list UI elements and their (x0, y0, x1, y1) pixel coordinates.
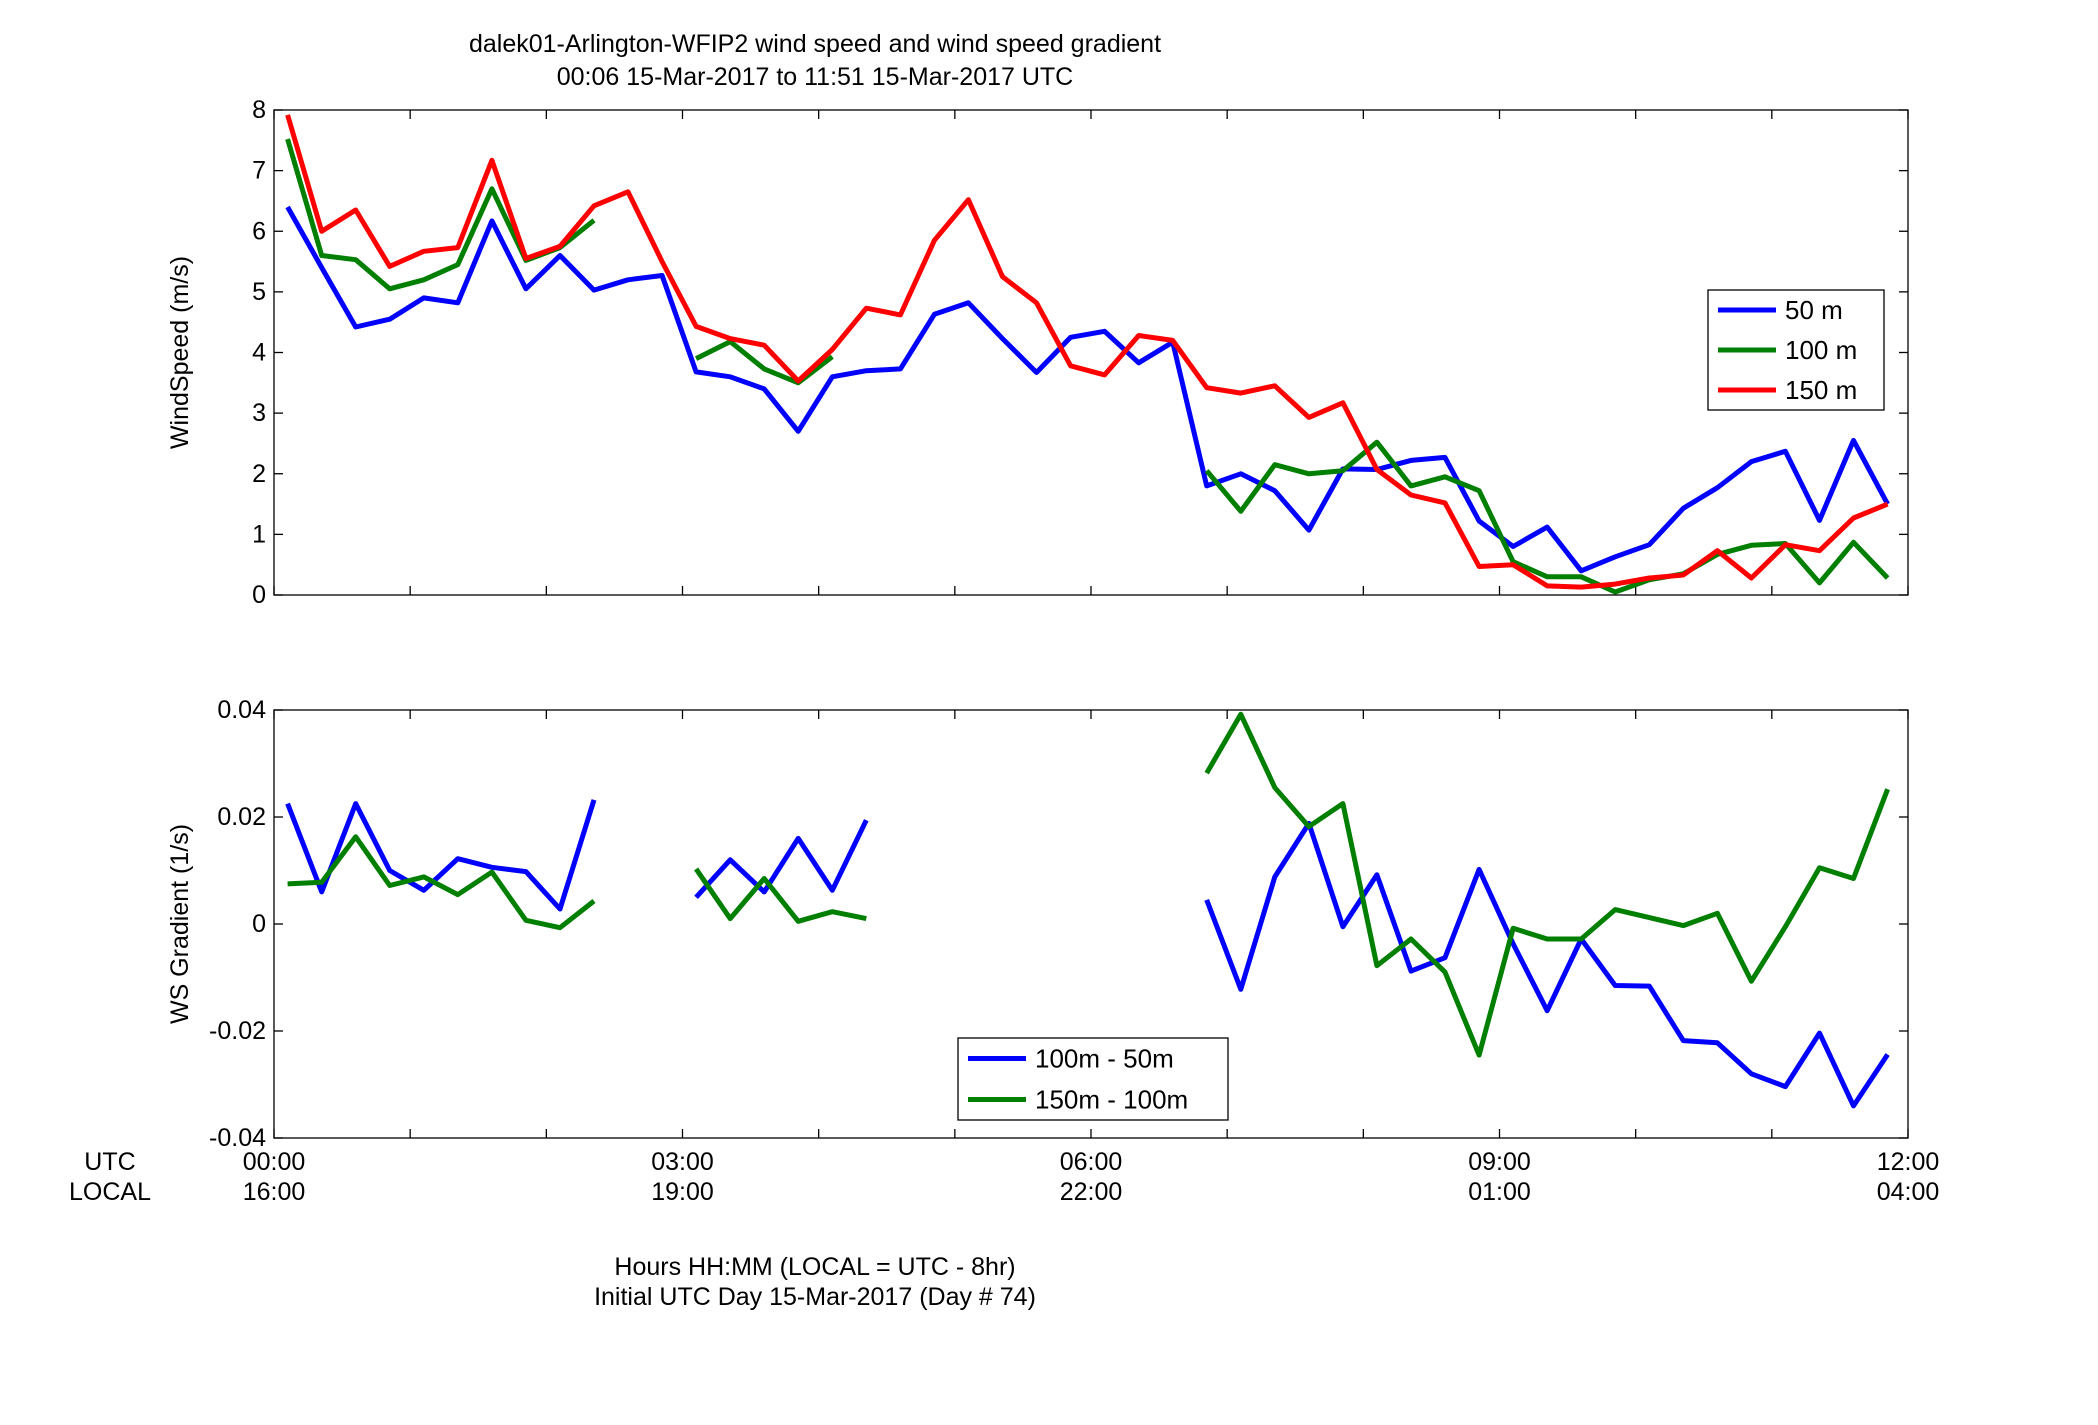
utc-row-label: UTC (84, 1148, 135, 1176)
series-line-150m-100m (287, 834, 596, 931)
legend-entry: 100m - 50m (1035, 1044, 1174, 1074)
series-line-100-m (694, 339, 834, 386)
series-line-100m-50m (285, 799, 597, 912)
legend-entry: 150m - 100m (1035, 1085, 1188, 1115)
legend-entry: 50 m (1785, 295, 1843, 325)
x-axis-label: Hours HH:MM (LOCAL = UTC - 8hr) (614, 1253, 1015, 1281)
series-line-100m-50m (1204, 820, 1890, 1109)
chart-title: dalek01-Arlington-WFIP2 wind speed and w… (469, 30, 1161, 58)
gradient-plot: -0.04 -0.02 0 0.02 0.04 WS Gradient (1/s) 100m… (166, 696, 1909, 1152)
series-line-50-m (285, 205, 1890, 574)
y-tick-label: 0 (252, 910, 266, 938)
legend-entry: 100 m (1785, 335, 1857, 365)
y-tick-label: 0.02 (217, 803, 266, 831)
y-tick-label: 6 (252, 217, 266, 245)
y-tick-label: 2 (252, 460, 266, 488)
windspeed-plot: 0 1 2 3 4 5 6 7 8 WindSpeed (m/s) 50 m 100 m 150 m (166, 96, 1909, 609)
chart-subtitle: 00:06 15-Mar-2017 to 11:51 15-Mar-2017 U… (557, 63, 1073, 91)
y-axis-label: WS Gradient (1/s) (166, 824, 194, 1024)
y-tick-label: 8 (252, 96, 266, 124)
series-line-150m-100m (1204, 711, 1890, 1058)
legend-box (957, 1037, 1229, 1121)
y-tick-label: 1 (252, 520, 266, 548)
y-tick-label: 4 (252, 339, 266, 367)
x-tick-label-utc: 12:00 (1877, 1148, 1940, 1176)
legend-entry: 150 m (1785, 375, 1857, 405)
y-tick-label: -0.02 (209, 1017, 266, 1045)
x-tick-label-local: 19:00 (651, 1178, 714, 1206)
y-axis-label: WindSpeed (m/s) (166, 256, 194, 449)
y-tick-label: 0 (252, 581, 266, 609)
legend: 50 m 100 m 150 m (1707, 289, 1885, 411)
x-axis-sublabel: Initial UTC Day 15-Mar-2017 (Day # 74) (594, 1283, 1036, 1311)
legend: 100m - 50m 150m - 100m (957, 1037, 1229, 1121)
series-line-100m-50m (694, 819, 869, 899)
x-tick-label-utc: 09:00 (1468, 1148, 1531, 1176)
x-tick-label-local: 04:00 (1877, 1178, 1940, 1206)
y-tick-label: 5 (252, 278, 266, 306)
x-tick-label-local: 16:00 (243, 1178, 306, 1206)
y-tick-label: 0.04 (217, 696, 266, 724)
series-line-150-m (285, 114, 1889, 590)
y-tick-label: 7 (252, 157, 266, 185)
series-line-100-m (1204, 439, 1890, 595)
x-tick-label-local: 22:00 (1060, 1178, 1123, 1206)
y-tick-label: -0.04 (209, 1124, 266, 1152)
series-line-150m-100m (694, 867, 867, 924)
x-tick-label-local: 01:00 (1468, 1178, 1531, 1206)
x-tick-label-utc: 06:00 (1060, 1148, 1123, 1176)
x-tick-label-utc: 00:00 (243, 1148, 306, 1176)
y-tick-label: 3 (252, 399, 266, 427)
local-row-label: LOCAL (69, 1178, 151, 1206)
x-tick-label-utc: 03:00 (651, 1148, 714, 1176)
